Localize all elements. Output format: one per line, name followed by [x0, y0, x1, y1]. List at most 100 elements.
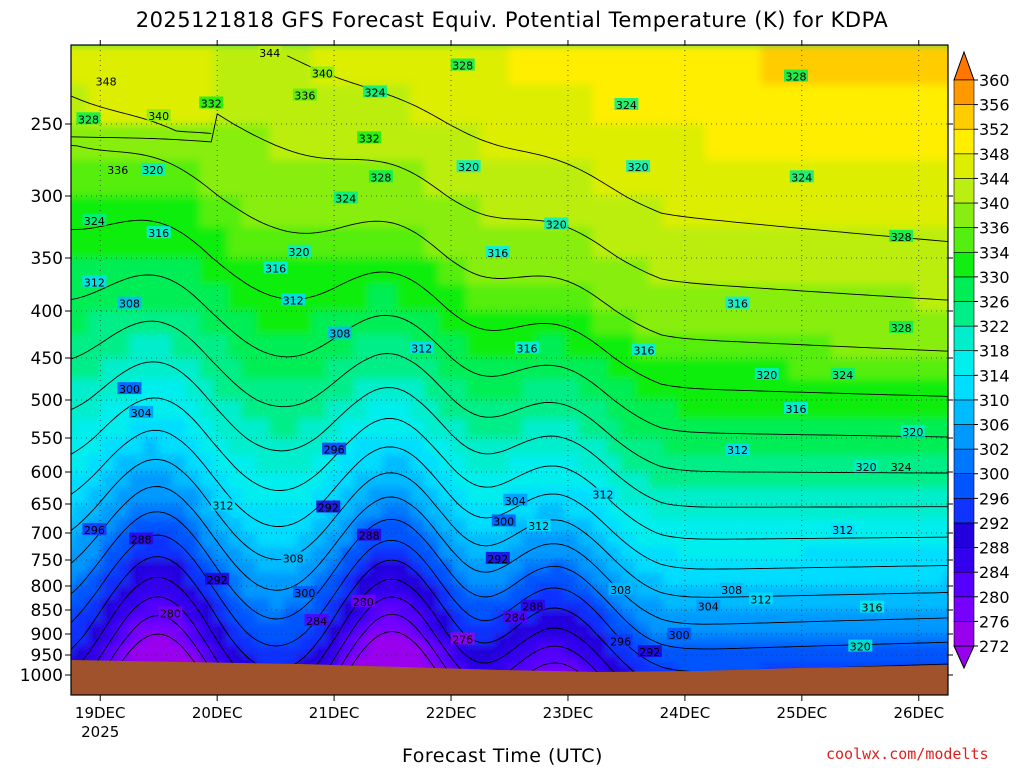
- x-tick-sublabel: 2025: [81, 723, 119, 741]
- field-cell: [311, 160, 328, 198]
- field-cell: [873, 160, 889, 198]
- field-cell: [704, 334, 721, 360]
- field-cell: [746, 227, 763, 260]
- y-tick-label: 550: [31, 429, 63, 449]
- field-cell: [466, 419, 482, 440]
- field-cell: [73, 400, 89, 421]
- contour-label-bg: [789, 170, 814, 183]
- field-cell: [396, 124, 412, 162]
- credit-link[interactable]: coolwx.com/modelts: [826, 745, 989, 763]
- field-cell: [606, 84, 623, 126]
- field-cell: [536, 546, 552, 562]
- contour-label: 324: [84, 215, 105, 228]
- field-cell: [873, 227, 889, 260]
- field-cell: [704, 438, 721, 457]
- field-cell: [746, 472, 763, 490]
- contour-label: 324: [791, 171, 812, 184]
- field-cell: [466, 573, 482, 588]
- field-cell: [115, 45, 131, 86]
- field-cell: [550, 622, 566, 636]
- field-cell: [634, 504, 651, 520]
- field-cell: [424, 311, 440, 336]
- field-cell: [592, 438, 608, 457]
- field-cell: [789, 455, 805, 474]
- field-cell: [325, 258, 342, 286]
- field-cell: [199, 622, 216, 636]
- field-cell: [480, 379, 496, 402]
- field-cell: [171, 419, 188, 440]
- field-cell: [550, 227, 566, 260]
- field-cell: [550, 665, 566, 677]
- field-cell: [410, 358, 426, 381]
- field-cell: [508, 84, 524, 126]
- field-cell: [185, 644, 202, 657]
- field-cell: [915, 610, 931, 624]
- field-cell: [676, 560, 693, 575]
- field-cell: [774, 84, 791, 126]
- field-cell: [789, 419, 805, 440]
- colorbar-label: 300: [979, 465, 1010, 484]
- field-cell: [817, 655, 833, 667]
- field-cell: [606, 358, 623, 381]
- field-cell: [957, 675, 973, 702]
- field-cell: [494, 655, 510, 667]
- field-cell: [831, 634, 847, 646]
- contour-line: [339, 613, 452, 676]
- field-cell: [129, 488, 145, 506]
- field-cell: [382, 644, 398, 657]
- field-cell: [73, 311, 89, 336]
- field-cell: [410, 504, 426, 520]
- field-cell: [269, 379, 286, 402]
- field-cell: [634, 546, 651, 562]
- field-cell: [578, 598, 594, 612]
- field-cell: [311, 518, 328, 535]
- field-cell: [382, 610, 398, 624]
- field-cell: [915, 227, 931, 260]
- field-cell: [578, 284, 594, 313]
- field-cell: [382, 655, 398, 667]
- field-cell: [283, 598, 300, 612]
- colorbar-segment: [953, 128, 975, 155]
- field-cell: [480, 419, 496, 440]
- colorbar-segment: [953, 153, 975, 179]
- contour-label: 328: [370, 171, 391, 184]
- colorbar-segment: [953, 104, 975, 130]
- field-cell: [536, 533, 552, 548]
- field-cell: [831, 124, 847, 162]
- field-cell: [452, 455, 468, 474]
- field-cell: [283, 400, 300, 421]
- field-cell: [368, 573, 384, 588]
- field-cell: [452, 655, 468, 667]
- field-cell: [859, 533, 875, 548]
- field-cell: [213, 560, 230, 575]
- field-cell: [71, 358, 75, 381]
- field-cell: [115, 573, 131, 588]
- field-cell: [129, 45, 145, 86]
- field-cell: [129, 610, 145, 624]
- field-cell: [578, 438, 594, 457]
- field-cell: [803, 124, 819, 162]
- contour-label-bg: [105, 163, 130, 176]
- field-cell: [101, 379, 117, 402]
- field-cell: [339, 45, 356, 86]
- field-cell: [71, 644, 75, 657]
- field-cell: [817, 610, 833, 624]
- field-cell: [199, 227, 216, 260]
- field-cell: [115, 622, 131, 636]
- field-cell: [410, 438, 426, 457]
- contour-label: 320: [756, 369, 777, 382]
- field-cell: [732, 400, 749, 421]
- field-cell: [508, 311, 524, 336]
- field-cell: [690, 560, 707, 575]
- field-cell: [283, 533, 300, 548]
- field-cell: [803, 258, 819, 286]
- field-cell: [648, 379, 665, 402]
- field-cell: [396, 622, 412, 636]
- field-cell: [845, 488, 861, 506]
- field-cell: [845, 196, 861, 229]
- field-cell: [171, 634, 188, 646]
- colorbar-label: 360: [979, 71, 1010, 90]
- field-cell: [297, 45, 314, 86]
- contour-label: 328: [891, 231, 912, 244]
- field-cell: [87, 419, 103, 440]
